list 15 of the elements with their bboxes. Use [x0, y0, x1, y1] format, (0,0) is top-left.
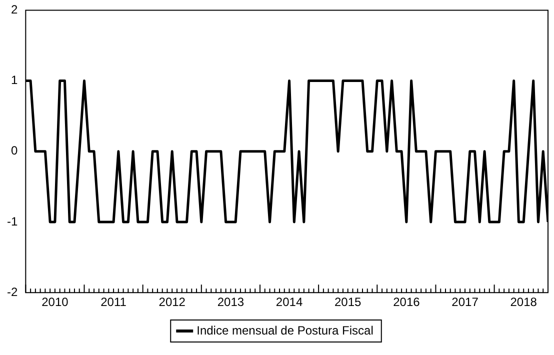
y-tick-label: 1: [10, 73, 18, 88]
y-tick-label: 2: [10, 2, 18, 17]
x-tick-label: 2014: [276, 295, 303, 310]
legend-label: Indice mensual de Postura Fiscal: [196, 323, 374, 338]
x-tick-label: 2017: [452, 295, 479, 310]
x-tick-label: 2010: [42, 295, 69, 310]
y-tick-label: 0: [10, 144, 18, 158]
x-tick-label: 2011: [100, 295, 127, 310]
x-tick-label: 2013: [217, 295, 244, 310]
y-tick-label: -2: [7, 284, 18, 299]
x-tick-label: 2012: [158, 295, 186, 310]
y-tick-label: -1: [7, 214, 18, 228]
x-tick-label: 2015: [334, 295, 362, 310]
x-tick-label: 2018: [510, 295, 538, 310]
x-tick-label: 2016: [393, 295, 420, 310]
